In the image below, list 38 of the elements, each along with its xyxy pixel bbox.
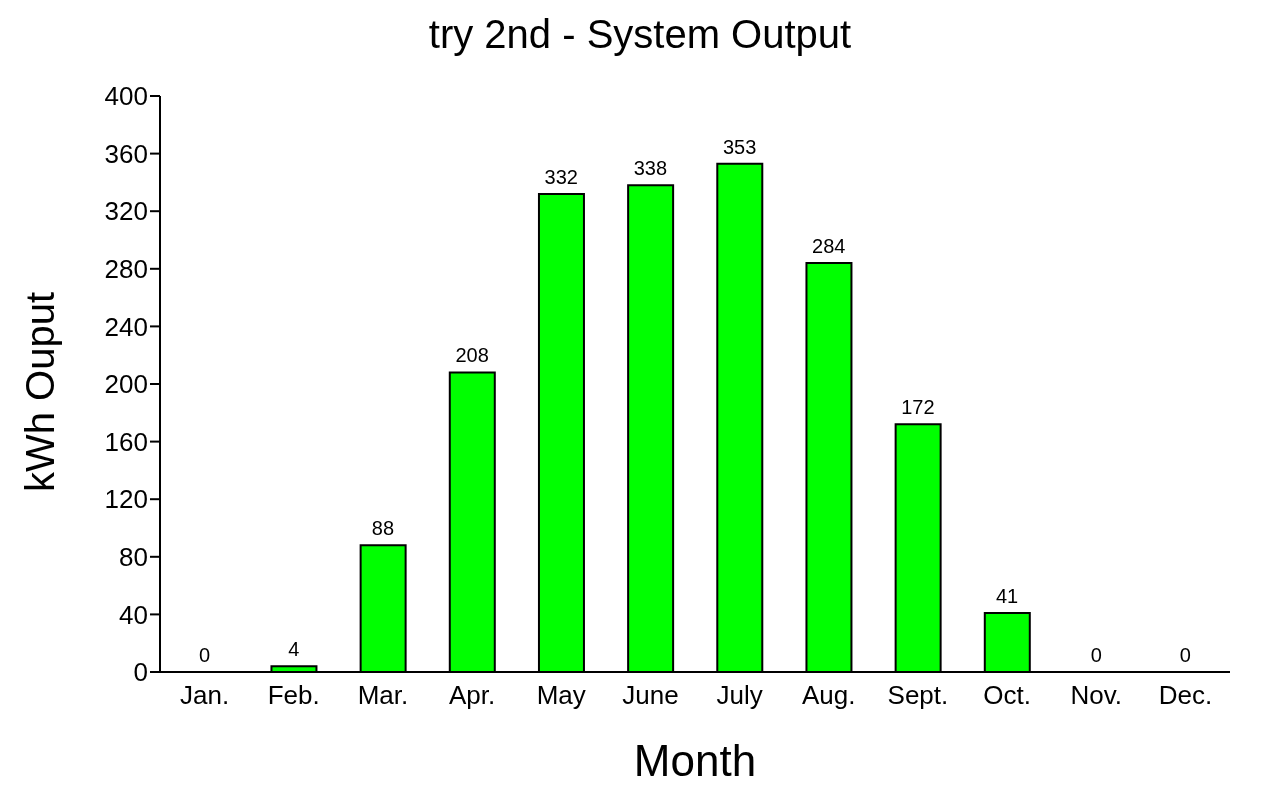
data-label: 172 [901, 396, 935, 419]
x-tick-label: Aug. [802, 680, 856, 711]
data-label: 0 [1179, 644, 1191, 666]
x-tick-label: Sept. [887, 680, 949, 711]
x-tick-label: June [622, 680, 679, 711]
x-tick-label: July [716, 680, 763, 711]
chart-title: try 2nd - System Output [427, 12, 853, 57]
x-tick-label: Mar. [357, 680, 409, 711]
data-label: 353 [722, 135, 757, 158]
y-tick-label: 80 [119, 542, 148, 573]
x-tick-label: Apr. [448, 680, 496, 711]
data-label: 41 [995, 584, 1019, 607]
data-label: 284 [812, 235, 846, 258]
x-tick-label: Dec. [1158, 680, 1213, 711]
y-tick-label: 200 [104, 369, 148, 400]
x-tick-label: Oct. [983, 680, 1031, 711]
y-tick-label: 320 [104, 196, 148, 227]
data-label: 4 [288, 638, 300, 661]
y-tick-label: 40 [119, 599, 148, 630]
x-tick-label: May [536, 680, 586, 711]
x-tick-label: Jan. [180, 680, 230, 711]
y-tick-label: 400 [104, 81, 148, 112]
y-tick-label: 0 [133, 657, 148, 688]
y-tick-label: 160 [104, 426, 148, 457]
data-label: 332 [544, 165, 578, 188]
x-tick-label: Nov. [1070, 680, 1123, 711]
y-tick-label: 280 [104, 254, 148, 285]
y-tick-label: 360 [104, 138, 148, 169]
data-label: 0 [1090, 644, 1102, 666]
data-label: 208 [455, 344, 489, 367]
data-label: 0 [199, 644, 211, 666]
x-tick-label: Feb. [267, 680, 320, 711]
data-label: 88 [371, 517, 395, 540]
y-axis-title: kWh Ouput [17, 291, 63, 493]
y-tick-label: 240 [104, 311, 148, 342]
data-label: 338 [633, 157, 668, 180]
y-tick-label: 120 [104, 484, 148, 515]
x-axis-title: Month [632, 736, 758, 786]
